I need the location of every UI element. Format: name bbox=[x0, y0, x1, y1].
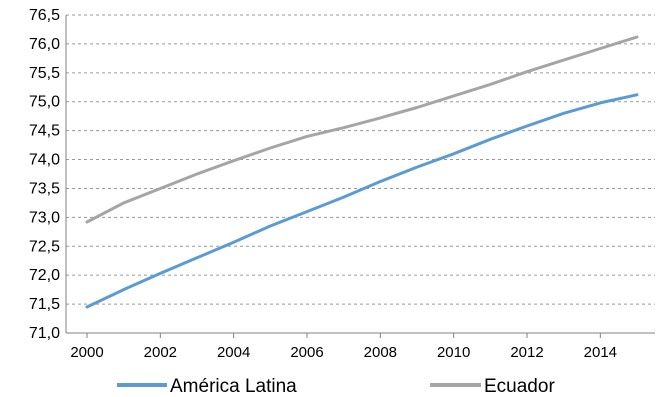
series-layer bbox=[85, 35, 639, 309]
x-tick-label: 2002 bbox=[144, 344, 177, 361]
x-tick-label: 2014 bbox=[584, 344, 617, 361]
y-tick-label: 74,0 bbox=[29, 152, 60, 169]
x-tick-label: 2000 bbox=[70, 344, 103, 361]
y-tick-label: 74,5 bbox=[29, 123, 60, 140]
x-tick-label: 2012 bbox=[510, 344, 543, 361]
series-line-1 bbox=[85, 35, 639, 224]
legend-label: Ecuador bbox=[484, 376, 555, 397]
y-tick-label: 76,0 bbox=[29, 36, 60, 53]
y-tick-label: 72,5 bbox=[29, 238, 60, 255]
y-tick-label: 71,5 bbox=[29, 296, 60, 313]
y-tick-label: 73,5 bbox=[29, 180, 60, 197]
y-tick-label: 76,5 bbox=[29, 7, 60, 24]
legend-label: América Latina bbox=[170, 376, 297, 397]
x-tick-label: 2006 bbox=[290, 344, 323, 361]
x-tick-label: 2004 bbox=[217, 344, 250, 361]
x-tick-label: 2008 bbox=[364, 344, 397, 361]
y-tick-label: 72,0 bbox=[29, 267, 60, 284]
axis-layer: 71,0 71,5 72,0 72,5 73,0 73,5 74,0 74,5 75,0 75,5… bbox=[29, 7, 655, 361]
legend: América Latina Ecuador bbox=[117, 376, 555, 397]
y-tick-label: 71,0 bbox=[29, 325, 60, 342]
y-tick-label: 75,0 bbox=[29, 94, 60, 111]
y-tick-label: 75,5 bbox=[29, 65, 60, 82]
series-line-0 bbox=[85, 93, 639, 309]
x-tick-label: 2010 bbox=[437, 344, 470, 361]
y-tick-label: 73,0 bbox=[29, 209, 60, 226]
